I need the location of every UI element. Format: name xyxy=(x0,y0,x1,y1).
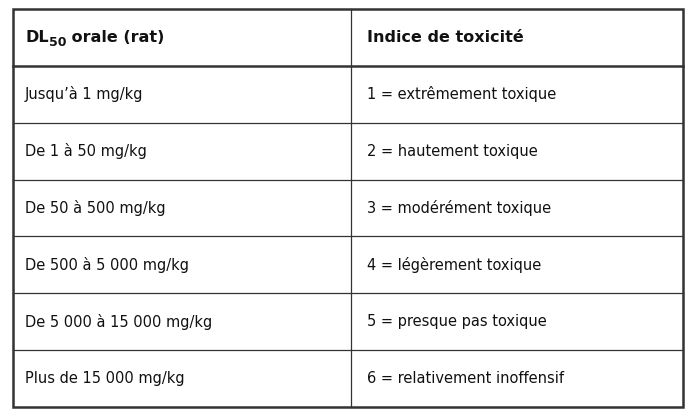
Text: 50: 50 xyxy=(49,36,66,49)
Text: 2 = hautement toxique: 2 = hautement toxique xyxy=(367,144,538,158)
Text: 3 = modérément toxique: 3 = modérément toxique xyxy=(367,200,551,216)
Text: DL: DL xyxy=(25,30,49,45)
Text: 4 = légèrement toxique: 4 = légèrement toxique xyxy=(367,257,541,273)
Text: Jusqu’à 1 mg/kg: Jusqu’à 1 mg/kg xyxy=(25,87,143,102)
Text: 1 = extrêmement toxique: 1 = extrêmement toxique xyxy=(367,87,557,102)
Text: De 50 à 500 mg/kg: De 50 à 500 mg/kg xyxy=(25,200,166,216)
Text: 5 = presque pas toxique: 5 = presque pas toxique xyxy=(367,314,547,329)
Text: De 5 000 à 15 000 mg/kg: De 5 000 à 15 000 mg/kg xyxy=(25,314,212,329)
Text: De 1 à 50 mg/kg: De 1 à 50 mg/kg xyxy=(25,143,147,159)
Text: 6 = relativement inoffensif: 6 = relativement inoffensif xyxy=(367,371,564,386)
Text: Indice de toxicité: Indice de toxicité xyxy=(367,30,524,45)
Text: orale (rat): orale (rat) xyxy=(66,30,164,45)
Text: De 500 à 5 000 mg/kg: De 500 à 5 000 mg/kg xyxy=(25,257,189,273)
Text: Plus de 15 000 mg/kg: Plus de 15 000 mg/kg xyxy=(25,371,184,386)
